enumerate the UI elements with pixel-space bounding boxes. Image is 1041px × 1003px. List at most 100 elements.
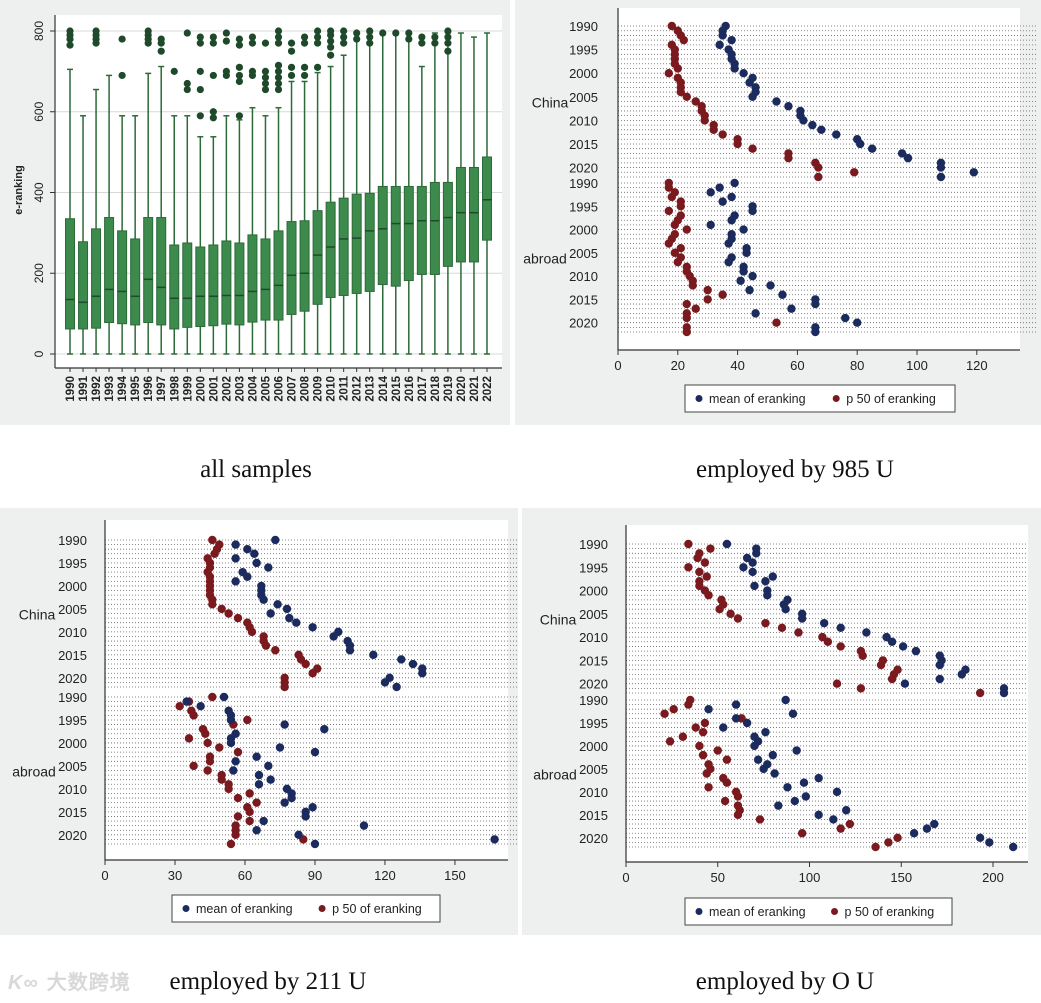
mean-point xyxy=(774,801,783,810)
outlier-point xyxy=(366,27,374,35)
p50-point xyxy=(676,243,685,253)
mean-point xyxy=(252,558,261,568)
p50-point xyxy=(224,609,233,618)
mean-point xyxy=(900,679,910,688)
mean-point xyxy=(811,327,820,337)
year-label: 2015 xyxy=(569,292,598,307)
mean-point xyxy=(739,68,748,78)
box xyxy=(455,166,466,263)
mean-point xyxy=(369,650,378,660)
year-label: 2005 xyxy=(579,607,608,622)
year-label: 2000 xyxy=(579,739,608,754)
outlier-point xyxy=(274,85,283,94)
outlier-point xyxy=(287,47,296,55)
mean-point xyxy=(935,660,944,670)
caption-other: employed by O U xyxy=(695,968,875,995)
p50-point xyxy=(703,295,712,304)
p50-point xyxy=(252,798,261,807)
year-label: 2005 xyxy=(58,759,87,774)
box xyxy=(130,238,141,326)
outlier-point xyxy=(366,33,374,41)
mean-point xyxy=(706,220,715,230)
mean-point xyxy=(855,139,865,149)
p50-point xyxy=(676,87,685,97)
mean-point xyxy=(808,120,817,130)
mean-point xyxy=(301,812,310,821)
mean-point xyxy=(280,798,289,807)
p50-point xyxy=(755,815,765,824)
x-tick-label: 2002 xyxy=(221,376,233,402)
p50-point xyxy=(664,183,674,192)
p50-point xyxy=(271,646,280,655)
outlier-point xyxy=(66,41,74,49)
x-tick-label: 2008 xyxy=(300,375,312,401)
mean-point xyxy=(897,149,907,158)
year-label: 2010 xyxy=(58,625,87,640)
mean-point xyxy=(704,704,713,714)
mean-point xyxy=(742,248,751,258)
x-tick-label: 2014 xyxy=(378,375,390,401)
mean-point xyxy=(250,549,259,558)
mean-point xyxy=(254,770,264,780)
outlier-point xyxy=(235,71,244,80)
outlier-point xyxy=(196,39,204,47)
outlier-point xyxy=(327,51,335,59)
x-tick-label: 2015 xyxy=(391,375,403,401)
mean-point xyxy=(909,829,919,838)
x-tick-label: 2017 xyxy=(417,376,429,402)
x-tick-label: 80 xyxy=(850,358,864,373)
box xyxy=(260,238,271,321)
p50-point xyxy=(691,723,700,732)
mean-point xyxy=(226,738,236,748)
mean-point xyxy=(748,558,757,567)
p50-point xyxy=(679,35,688,45)
p50-point xyxy=(203,766,212,775)
mean-point xyxy=(275,743,285,752)
legend-mean-label: mean of eranking xyxy=(196,902,293,916)
outlier-point xyxy=(209,33,217,41)
p50-point xyxy=(691,97,700,106)
mean-point xyxy=(742,553,752,563)
mean-point xyxy=(359,821,369,830)
mean-point xyxy=(706,188,715,197)
p50-point xyxy=(726,609,735,619)
mean-point xyxy=(772,97,781,106)
mean-point xyxy=(397,655,406,664)
mean-point xyxy=(832,787,842,797)
mean-point xyxy=(718,31,727,40)
outlier-point xyxy=(287,71,296,80)
mean-point xyxy=(787,304,796,313)
box xyxy=(312,210,323,305)
mean-point xyxy=(718,197,727,206)
p50-point xyxy=(695,567,704,577)
p50-point xyxy=(850,168,859,177)
mean-point xyxy=(790,796,800,806)
x-tick-label: 1994 xyxy=(117,375,129,401)
p50-point xyxy=(698,750,708,760)
box xyxy=(286,221,297,315)
mean-point xyxy=(259,816,268,826)
year-label: 2005 xyxy=(569,246,598,261)
mean-point xyxy=(408,659,418,669)
p50-point xyxy=(670,220,680,230)
outlier-point xyxy=(209,71,217,80)
x-tick-label: 2019 xyxy=(443,376,455,402)
outlier-point xyxy=(248,67,257,75)
x-tick-label: 120 xyxy=(966,358,988,373)
year-label: 1995 xyxy=(58,713,87,728)
x-tick-label: 0 xyxy=(101,868,108,883)
outlier-point xyxy=(300,63,309,71)
mean-point xyxy=(750,581,759,591)
outlier-point xyxy=(444,27,452,35)
mean-point xyxy=(727,35,736,45)
box xyxy=(182,242,193,328)
caption-211: employed by 211 U xyxy=(169,968,367,995)
p50-point xyxy=(893,833,902,843)
box xyxy=(273,230,284,321)
outlier-point xyxy=(418,39,426,47)
watermark-logo: K∞ 大数跨境 xyxy=(8,966,131,995)
box xyxy=(390,185,401,287)
box xyxy=(117,230,128,325)
year-label: 1990 xyxy=(58,690,87,705)
